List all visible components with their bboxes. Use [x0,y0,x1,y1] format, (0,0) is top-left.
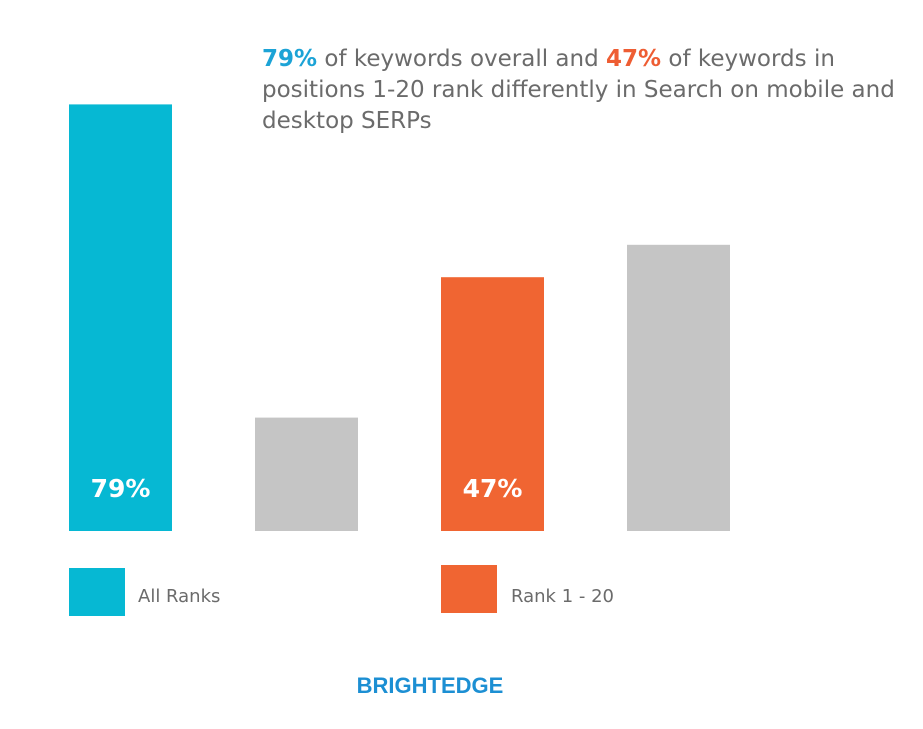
brightedge-logo: BRIGHTEDGE [356,673,504,698]
bar-value-label-0: 79% [91,474,151,503]
title-text-2: of keywords in positions 1-20 rank diffe… [262,46,895,134]
bar-0 [69,104,172,532]
title-highlight-rank-1-20: 47% [606,46,662,72]
bar-1 [255,417,358,531]
title-text-1: of keywords overall and [317,46,606,72]
chart-title: 79% of keywords overall and 47% of keywo… [262,44,902,137]
title-highlight-all-ranks: 79% [262,46,318,72]
bar-3 [627,244,730,532]
legend-label-rank-1-20: Rank 1 - 20 [511,586,614,607]
legend-label-all-ranks: All Ranks [138,586,221,607]
bar-value-label-2: 47% [463,474,523,503]
legend-swatch-rank-1-20 [441,565,497,613]
bar-2 [441,277,544,531]
legend-swatch-all-ranks [69,568,125,616]
